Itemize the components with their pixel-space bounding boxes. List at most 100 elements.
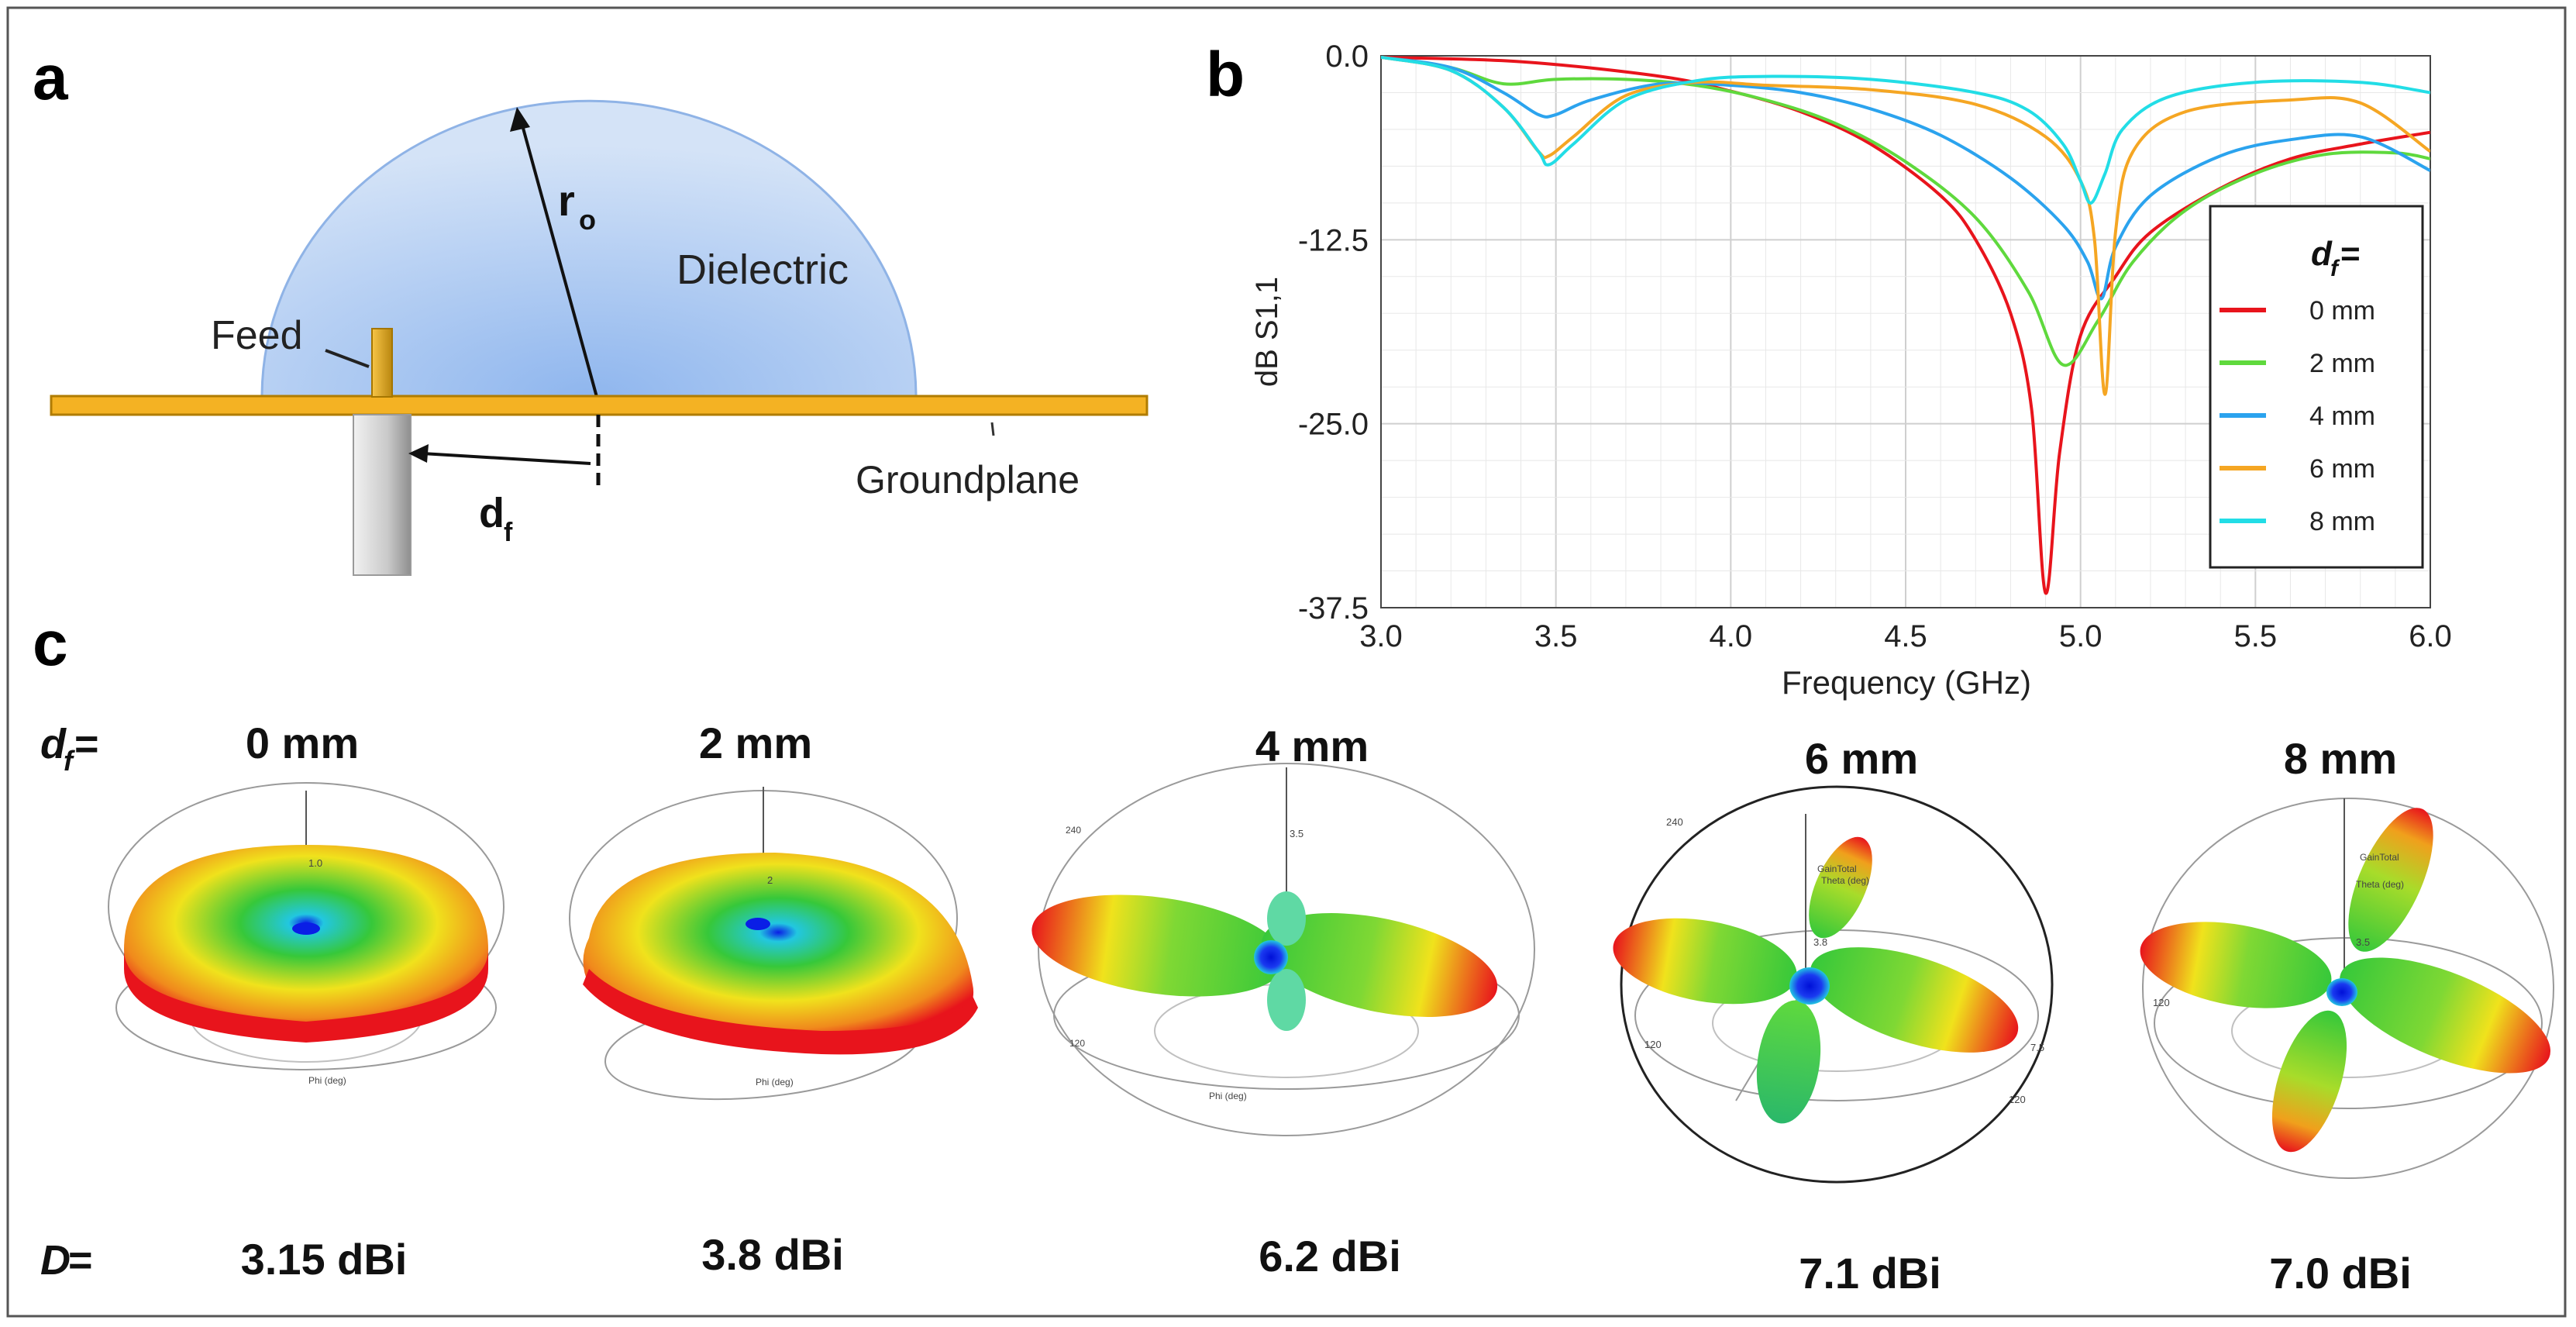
pattern-3-lobe-up [1809,836,1872,939]
x-tick-label: 6.0 [2409,619,2452,653]
panel-label-c: c [33,608,68,679]
figure-border [6,6,2567,1318]
y-axis-label: dB S1,1 [1250,277,1284,387]
pattern-4-plot: GainTotal Theta (deg) 3.5 120 [2140,798,2554,1179]
pattern-4-directivity: 7.0 dBi [2269,1249,2412,1298]
svg-text:120: 120 [2009,1094,2026,1105]
legend-label-4: 8 mm [2309,507,2375,536]
radius-label: r o [558,176,596,236]
pattern-2-directivity: 6.2 dBi [1259,1232,1401,1280]
d-row-label: D = [40,1237,93,1284]
plot-frame [1380,55,2431,608]
pattern-4-lobe-right [2339,957,2551,1074]
radius-arrowhead [510,107,530,132]
pattern-4-lobe-left [2140,922,2332,1008]
groundplane [50,395,1149,416]
svg-text:120: 120 [1644,1039,1662,1050]
svg-text:r: r [558,176,575,225]
x-tick-label: 3.0 [1359,619,1403,653]
y-tick-label: -37.5 [1298,591,1369,626]
svg-text:d: d [2311,235,2333,273]
svg-text:Phi (deg): Phi (deg) [308,1075,346,1086]
x-tick-label: 4.5 [1884,619,1927,653]
pattern-2-lobe-right [1261,913,1498,1017]
pattern-1-plot: 2 Phi (deg) [569,787,978,1101]
svg-text:3.5: 3.5 [2356,936,2370,948]
svg-text:120: 120 [1069,1038,1085,1049]
svg-text:o: o [579,204,596,236]
svg-text:f: f [2330,256,2340,281]
groundplane-pointer [990,422,995,436]
svg-text:=: = [68,1237,93,1284]
svg-text:3.8: 3.8 [1813,936,1827,948]
pattern-1-directivity: 3.8 dBi [701,1230,844,1279]
svg-text:Theta (deg): Theta (deg) [1821,875,1869,886]
svg-text:7.5: 7.5 [2030,1042,2044,1053]
feed-label: Feed [211,313,303,358]
feed-pointer [325,349,370,368]
pattern-0-offset: 0 mm [246,719,359,767]
chart-legend: d f = 0 mm 2 mm 4 mm 6 mm 8 mm [2209,205,2424,569]
legend-items: 0 mm 2 mm 4 mm 6 mm 8 mm [2220,296,2375,536]
svg-text:Phi (deg): Phi (deg) [1209,1091,1247,1101]
pattern-3-offset: 6 mm [1805,734,1918,783]
svg-text:=: = [2340,235,2361,273]
coax-probe [353,414,412,576]
pattern-0-directivity: 3.15 dBi [241,1235,408,1284]
feed-pin [371,328,393,398]
svg-text:Phi (deg): Phi (deg) [756,1077,794,1087]
pattern-3-lobe-down [1756,1000,1821,1124]
svg-text:D: D [40,1237,71,1284]
x-tick-label: 5.0 [2059,619,2102,653]
panel-label-a: a [33,43,69,113]
svg-text:f: f [64,745,75,777]
offset-label: d f [479,490,513,547]
svg-text:f: f [504,518,513,547]
pattern-3-lobe-right [1810,947,2019,1053]
legend-label-2: 4 mm [2309,402,2375,431]
x-tick-label: 4.0 [1710,619,1753,653]
svg-text:d: d [479,490,505,536]
panel-a: a Dielectric r o Groundplane Feed d f [33,43,1149,576]
pattern-0-surface [124,845,488,1031]
offset-arrow [422,452,591,465]
x-tick-label: 3.5 [1534,619,1578,653]
pattern-3-plot: GainTotal Theta (deg) 3.8 240 120 7.5 12… [1613,785,2054,1184]
pattern-1-offset: 2 mm [699,719,812,767]
y-tick-label: 0.0 [1325,40,1369,74]
pattern-4-offset: 8 mm [2284,734,2397,783]
radius-arrow [520,122,598,398]
y-tick-label: -12.5 [1298,223,1369,257]
series-line-1 [1381,56,2430,367]
svg-text:120: 120 [2153,997,2170,1008]
panel-label-b: b [1206,40,1245,110]
df-row-label: d f = [40,721,99,777]
series-line-2 [1381,56,2430,301]
dielectric-hemisphere [260,99,918,398]
svg-text:=: = [74,721,99,767]
svg-text:Theta (deg): Theta (deg) [2356,879,2404,890]
pattern-2-plot: 3.5 240 120 Phi (deg) [1031,763,1535,1136]
y-tick-label: -25.0 [1298,408,1369,442]
panel-c: c d f = D = 0 mm 2 mm 4 mm 6 mm 8 mm 3.1… [33,608,2554,1298]
legend-box [2209,205,2424,569]
legend-label-3: 6 mm [2309,454,2375,484]
svg-text:240: 240 [1666,816,1683,828]
svg-text:GainTotal: GainTotal [2360,852,2399,863]
svg-text:240: 240 [1066,825,1081,836]
chart-ticks: 3.0 3.5 4.0 4.5 5.0 5.5 6.0 0.0 -12.5 -25.0 -37.5 [1298,40,2452,653]
svg-text:2: 2 [767,874,773,886]
svg-text:GainTotal: GainTotal [1817,863,1857,874]
offset-arrowhead [408,444,429,463]
x-tick-label: 5.5 [2234,619,2278,653]
chart-series-lines [1381,56,2430,595]
legend-label-1: 2 mm [2309,349,2375,378]
groundplane-label: Groundplane [856,458,1080,502]
svg-text:3.5: 3.5 [1290,828,1303,839]
pattern-4-lobe-down [2271,1010,2347,1153]
pattern-2-lobe-left [1031,894,1286,997]
legend-title: d f = [2311,235,2361,281]
pattern-4-lobe-up [2348,808,2433,952]
x-axis-label: Frequency (GHz) [1782,664,2031,701]
